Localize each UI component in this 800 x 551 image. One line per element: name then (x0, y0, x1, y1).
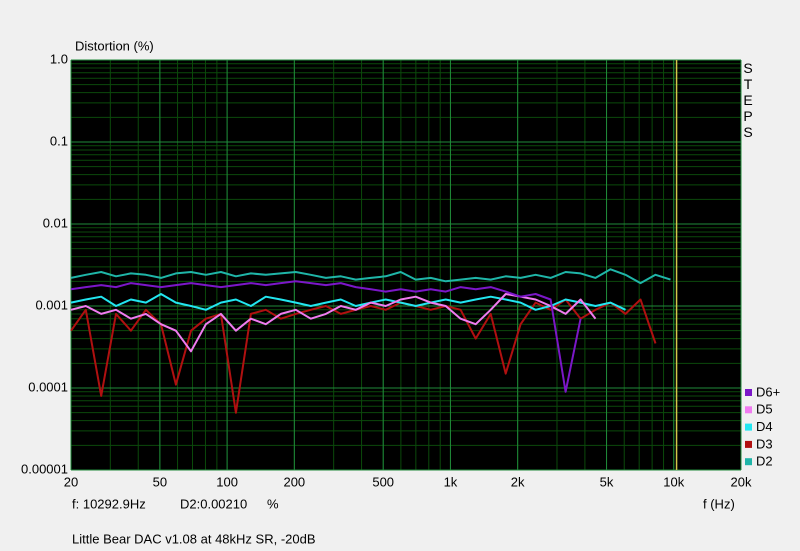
legend-swatch (745, 458, 752, 466)
caption: Little Bear DAC v1.08 at 48kHz SR, -20dB (72, 531, 316, 546)
x-tick-label: 5k (600, 474, 614, 489)
legend-swatch (745, 389, 752, 396)
x-tick-label: 2k (511, 474, 525, 489)
x-tick-label: 200 (283, 474, 305, 489)
legend-label: D4 (756, 419, 773, 434)
cursor-label: f: 10292.9Hz (72, 496, 146, 511)
legend-swatch (745, 423, 752, 431)
plot-area (71, 60, 741, 470)
x-tick-label: 1k (444, 474, 458, 489)
legend-swatch (745, 406, 752, 414)
x-tick-label: 10k (663, 474, 684, 489)
legend-label: D5 (756, 402, 773, 417)
series-line (70, 280, 582, 393)
chart-title: Distortion (%) (75, 38, 154, 53)
y-tick-label: 0.0001 (28, 379, 68, 394)
x-tick-label: 20k (731, 474, 752, 489)
y-tick-label: 0.001 (35, 297, 68, 312)
cursor-unit: % (267, 496, 279, 511)
legend-swatch (745, 440, 752, 448)
x-tick-label: 100 (216, 474, 238, 489)
legend-label: D3 (756, 436, 773, 451)
series-line (70, 293, 597, 353)
x-tick-label: 50 (153, 474, 167, 489)
x-axis-label: f (Hz) (703, 496, 735, 511)
x-tick-label: 500 (372, 474, 394, 489)
y-tick-label: 0.01 (43, 215, 68, 230)
y-tick-label: 0.1 (50, 133, 68, 148)
series-line (70, 298, 657, 414)
x-tick-label: 20 (64, 474, 78, 489)
series-line (70, 293, 626, 311)
cursor-readout: D2:0.00210 (180, 496, 247, 511)
legend-label: D6+ (756, 384, 780, 399)
legend-label: D2 (756, 454, 773, 469)
series-line (70, 268, 671, 285)
y-tick-label: 1.0 (50, 51, 68, 66)
side-label: STEPS (743, 60, 753, 140)
y-tick-label: 0.00001 (21, 461, 68, 476)
